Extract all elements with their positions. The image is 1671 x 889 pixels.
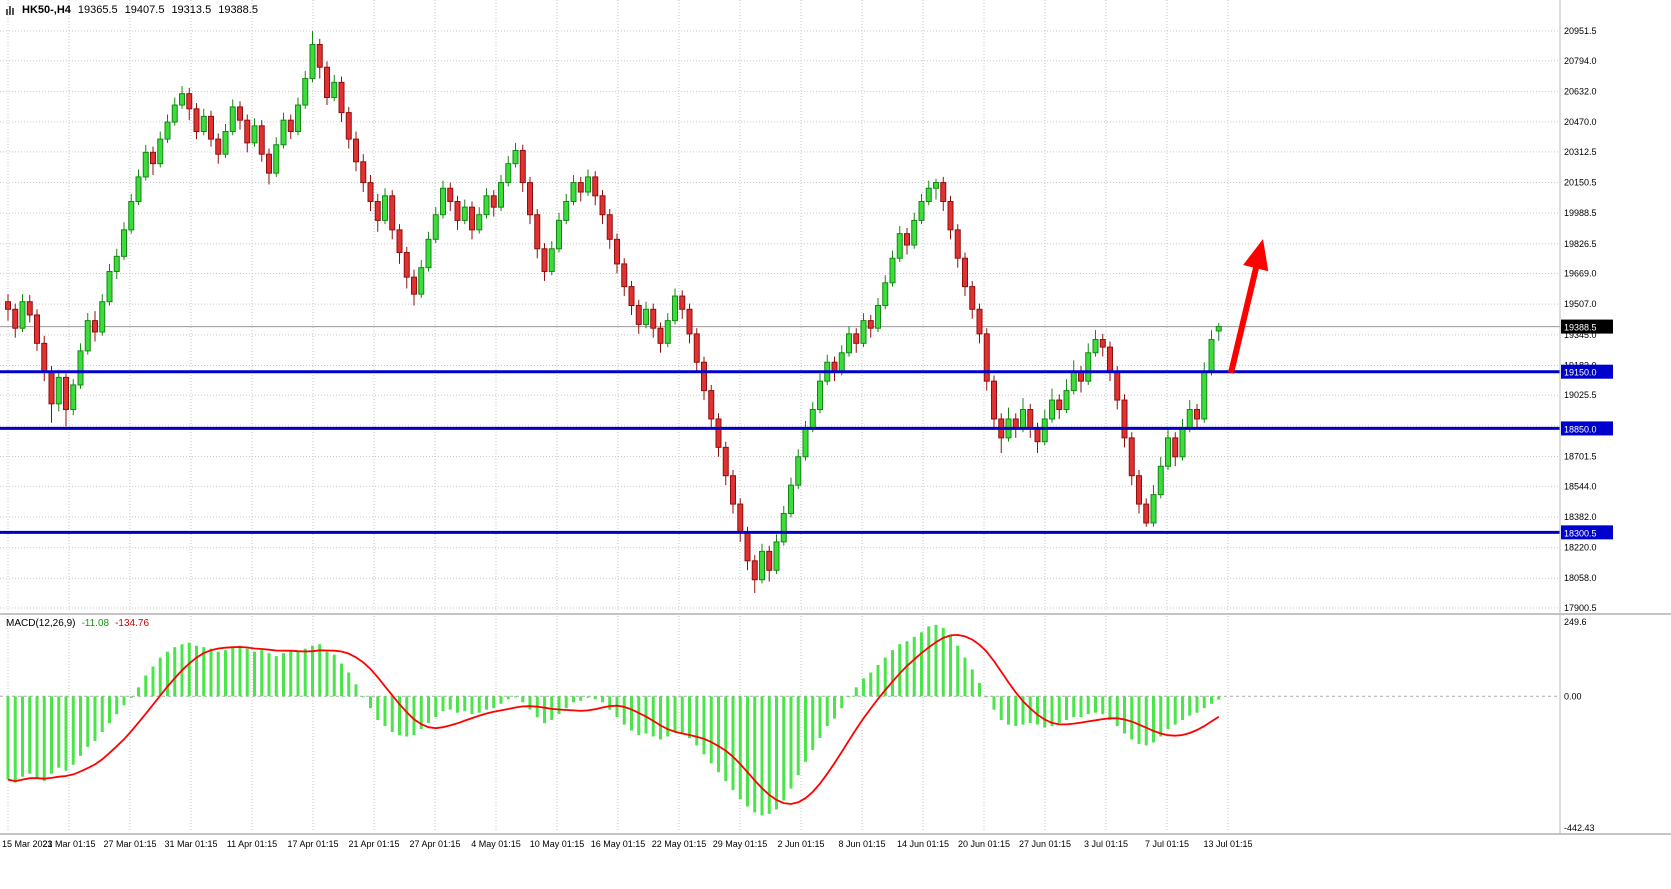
ohlc-low: 19313.5 xyxy=(171,4,212,16)
ohlc-high: 19407.5 xyxy=(124,4,165,16)
svg-text:19507.0: 19507.0 xyxy=(1564,299,1597,309)
svg-text:18850.0: 18850.0 xyxy=(1564,424,1597,434)
svg-text:10 May 01:15: 10 May 01:15 xyxy=(530,839,585,849)
macd-scale[interactable]: 249.6 0.00 -442.43 xyxy=(1564,617,1595,833)
svg-text:2 Jun 01:15: 2 Jun 01:15 xyxy=(777,839,824,849)
svg-text:11 Apr 01:15: 11 Apr 01:15 xyxy=(227,839,277,849)
svg-text:15 Mar 2023: 15 Mar 2023 xyxy=(2,839,53,849)
svg-text:4 May 01:15: 4 May 01:15 xyxy=(471,839,521,849)
svg-text:14 Jun 01:15: 14 Jun 01:15 xyxy=(897,839,949,849)
candles-layer xyxy=(5,31,1222,593)
svg-text:19388.5: 19388.5 xyxy=(1564,323,1597,333)
macd-signal-line xyxy=(7,633,1220,805)
ohlc-close: 19388.5 xyxy=(218,4,258,16)
svg-text:16 May 01:15: 16 May 01:15 xyxy=(591,839,646,849)
svg-text:31 Mar 01:15: 31 Mar 01:15 xyxy=(164,839,217,849)
svg-text:20470.0: 20470.0 xyxy=(1564,117,1597,127)
svg-text:22 May 01:15: 22 May 01:15 xyxy=(652,839,707,849)
svg-text:20632.0: 20632.0 xyxy=(1564,86,1597,96)
macd-main-value: -11.08 xyxy=(81,618,110,629)
svg-text:17900.5: 17900.5 xyxy=(1564,603,1597,613)
svg-text:27 Mar 01:15: 27 Mar 01:15 xyxy=(103,839,156,849)
svg-text:20951.5: 20951.5 xyxy=(1564,26,1597,36)
svg-text:20 Jun 01:15: 20 Jun 01:15 xyxy=(958,839,1010,849)
svg-text:-442.43: -442.43 xyxy=(1564,823,1595,833)
svg-text:27 Apr 01:15: 27 Apr 01:15 xyxy=(409,839,460,849)
svg-text:19826.5: 19826.5 xyxy=(1564,239,1597,249)
ohlc-open: 19365.5 xyxy=(77,4,118,16)
symbol-timeframe-label: HK50-,H4 xyxy=(22,4,71,16)
price-tags: 19388.5 19150.0 18850.0 18300.5 xyxy=(1561,319,1613,540)
svg-text:20794.0: 20794.0 xyxy=(1564,56,1597,66)
svg-text:249.6: 249.6 xyxy=(1564,617,1587,627)
svg-text:18544.0: 18544.0 xyxy=(1564,481,1597,491)
svg-text:18220.0: 18220.0 xyxy=(1564,543,1597,553)
svg-text:19345.0: 19345.0 xyxy=(1564,330,1597,340)
svg-text:13 Jul 01:15: 13 Jul 01:15 xyxy=(1203,839,1252,849)
svg-text:19025.5: 19025.5 xyxy=(1564,390,1597,400)
pane-separators xyxy=(0,0,1671,835)
svg-text:21 Apr 01:15: 21 Apr 01:15 xyxy=(348,839,399,849)
chart-icon xyxy=(6,5,15,15)
price-scale[interactable]: 20951.5 20794.0 20632.0 20470.0 20312.5 20150… xyxy=(1564,26,1597,613)
svg-text:20312.5: 20312.5 xyxy=(1564,147,1597,157)
symbol-info-bar: HK50-,H4 19365.5 19407.5 19313.5 19388.5 xyxy=(6,4,258,16)
svg-text:3 Jul 01:15: 3 Jul 01:15 xyxy=(1084,839,1128,849)
svg-text:7 Jul 01:15: 7 Jul 01:15 xyxy=(1145,839,1189,849)
macd-signal-value: -134.76 xyxy=(115,618,150,629)
svg-text:18300.5: 18300.5 xyxy=(1564,528,1597,538)
svg-text:20150.5: 20150.5 xyxy=(1564,177,1597,187)
svg-text:21 Mar 01:15: 21 Mar 01:15 xyxy=(42,839,95,849)
svg-text:27 Jun 01:15: 27 Jun 01:15 xyxy=(1019,839,1071,849)
svg-text:19150.0: 19150.0 xyxy=(1564,368,1597,378)
macd-name: MACD(12,26,9) xyxy=(6,618,76,629)
support-resistance-lines[interactable] xyxy=(0,370,1560,534)
svg-text:8 Jun 01:15: 8 Jun 01:15 xyxy=(838,839,885,849)
macd-indicator-label: MACD(12,26,9) -11.08 -134.76 xyxy=(6,618,149,629)
trend-arrow-up[interactable] xyxy=(1228,239,1269,374)
svg-text:29 May 01:15: 29 May 01:15 xyxy=(713,839,768,849)
svg-text:18058.0: 18058.0 xyxy=(1564,573,1597,583)
svg-text:18701.5: 18701.5 xyxy=(1564,452,1597,462)
macd-histogram-layer xyxy=(0,624,1560,816)
svg-text:18382.0: 18382.0 xyxy=(1564,512,1597,522)
svg-text:17 Apr 01:15: 17 Apr 01:15 xyxy=(287,839,338,849)
svg-text:19669.0: 19669.0 xyxy=(1564,269,1597,279)
svg-text:0.00: 0.00 xyxy=(1564,691,1582,701)
svg-text:19988.5: 19988.5 xyxy=(1564,208,1597,218)
